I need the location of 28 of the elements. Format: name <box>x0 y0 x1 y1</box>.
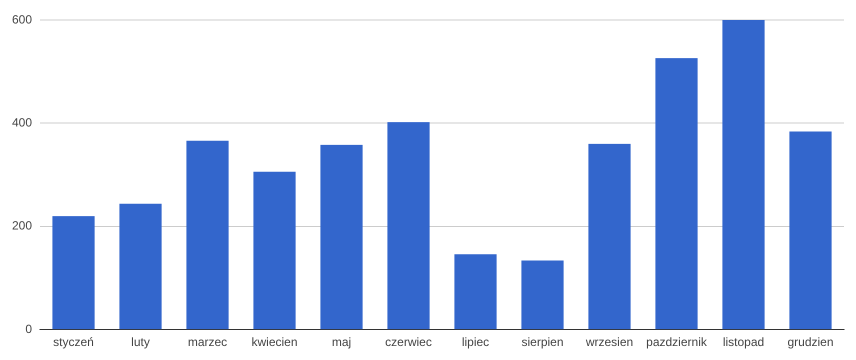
x-tick-label: wrzesien <box>584 335 634 350</box>
bar <box>52 216 95 330</box>
y-tick-label: 600 <box>12 12 32 26</box>
x-tick-label: grudzien <box>787 335 834 350</box>
bar <box>253 172 296 330</box>
bar <box>387 122 430 330</box>
y-tick-label: 200 <box>12 218 32 233</box>
bar <box>789 131 832 330</box>
x-tick-label: listopad <box>722 335 764 350</box>
bar <box>722 20 765 330</box>
bar <box>454 254 497 330</box>
x-tick-label: czerwiec <box>385 335 432 350</box>
x-tick-label: marzec <box>188 335 228 350</box>
x-tick-label: styczeń <box>53 335 94 350</box>
bar <box>655 58 698 330</box>
x-tick-label: luty <box>131 335 150 350</box>
bar <box>186 140 229 330</box>
x-tick-label: kwiecien <box>252 335 298 350</box>
bar <box>320 144 363 330</box>
x-tick-label: sierpien <box>521 335 564 350</box>
bar <box>588 144 631 330</box>
y-tick-label: 0 <box>25 322 32 336</box>
x-tick-label: pazdziernik <box>646 335 708 350</box>
x-tick-label: maj <box>332 335 352 350</box>
y-tick-label: 400 <box>12 116 32 130</box>
bar <box>521 260 564 330</box>
x-tick-label: lipiec <box>462 335 490 350</box>
bar <box>119 204 162 330</box>
